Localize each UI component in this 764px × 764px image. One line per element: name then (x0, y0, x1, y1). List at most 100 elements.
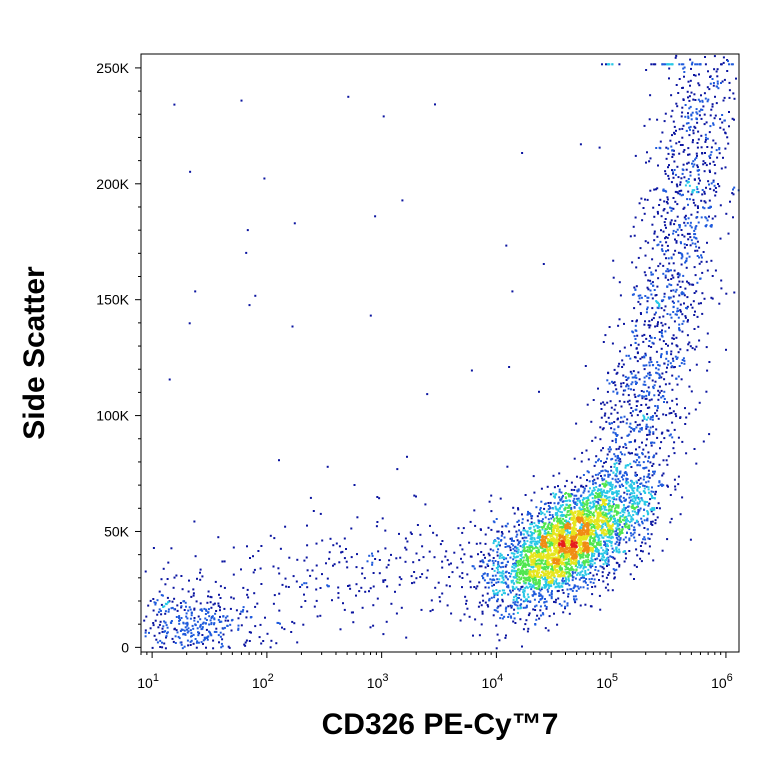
event-dot (617, 365, 620, 368)
event-dot (648, 491, 650, 494)
event-dot (519, 618, 522, 621)
event-dot (164, 583, 167, 586)
event-dot (506, 578, 509, 581)
event-dot (611, 493, 614, 496)
event-dot (650, 63, 653, 66)
event-dot (581, 564, 584, 567)
event-dot (592, 480, 595, 483)
event-dot (530, 542, 533, 545)
event-dot (648, 545, 651, 548)
event-dot (644, 354, 647, 357)
event-dot (400, 578, 403, 581)
event-dot (703, 92, 706, 95)
event-dot (668, 297, 671, 300)
event-dot (705, 217, 708, 220)
event-dot (581, 576, 584, 579)
event-dot (155, 638, 158, 641)
event-dot (700, 260, 703, 263)
event-dot (249, 557, 251, 559)
event-dot (657, 364, 660, 366)
event-dot (580, 537, 583, 540)
event-dot (493, 569, 496, 572)
event-dot (306, 569, 309, 572)
event-dot (510, 539, 513, 542)
event-dot (588, 480, 591, 483)
event-dot (581, 546, 584, 549)
event-dot (606, 481, 609, 484)
event-dot (559, 526, 561, 529)
event-dot (709, 153, 712, 156)
event-dot (615, 495, 618, 497)
event-dot (629, 422, 632, 425)
event-dot (527, 596, 530, 599)
event-dot (661, 549, 664, 552)
event-dot (670, 350, 673, 353)
event-dot (655, 428, 658, 431)
event-dot (676, 310, 679, 313)
event-dot (679, 416, 682, 419)
event-dot (347, 585, 349, 587)
event-dot (635, 426, 638, 429)
event-dot (509, 615, 512, 618)
event-dot (609, 529, 612, 532)
event-dot (584, 554, 587, 557)
event-dot (595, 507, 598, 509)
event-dot (681, 440, 684, 443)
event-dot (555, 564, 558, 567)
event-dot (579, 604, 582, 607)
event-dot (217, 604, 220, 607)
event-dot (546, 510, 548, 513)
event-dot (682, 193, 684, 196)
event-dot (588, 505, 591, 508)
event-dot (643, 355, 646, 358)
event-dot (667, 63, 670, 66)
event-dot (513, 525, 516, 528)
event-dot (645, 444, 648, 447)
event-dot (180, 628, 183, 631)
event-dot (288, 556, 291, 559)
event-dot (660, 229, 662, 232)
event-dot (693, 292, 696, 294)
event-dot (384, 547, 387, 550)
event-dot (575, 422, 578, 425)
event-dot (622, 508, 625, 511)
event-dot (541, 612, 544, 615)
event-dot (598, 504, 601, 507)
event-dot (162, 605, 165, 608)
event-dot (177, 635, 180, 638)
event-dot (694, 126, 697, 129)
event-dot (381, 517, 384, 520)
event-dot (604, 482, 607, 485)
event-dot (203, 607, 206, 610)
event-dot (677, 276, 680, 279)
event-dot (513, 564, 516, 567)
event-dot (266, 632, 269, 635)
event-dot (586, 584, 589, 586)
event-dot (652, 455, 655, 458)
event-dot (599, 608, 602, 611)
event-dot (709, 205, 712, 208)
event-dot (606, 401, 609, 404)
event-dot (506, 545, 509, 548)
event-dot (634, 154, 637, 157)
event-dot (532, 540, 534, 543)
event-dot (499, 555, 502, 558)
event-dot (223, 560, 226, 563)
event-dot (627, 519, 630, 522)
event-dot (519, 604, 522, 607)
event-dot (589, 571, 592, 574)
event-dot (622, 420, 625, 423)
event-dot (574, 595, 577, 598)
event-dot (532, 608, 535, 611)
event-dot (635, 381, 638, 384)
event-dot (647, 488, 650, 491)
event-dot (528, 546, 531, 549)
event-dot (228, 646, 231, 649)
event-dot (563, 520, 566, 522)
event-dot (666, 196, 669, 199)
event-dot (518, 571, 521, 574)
event-dot (705, 186, 707, 189)
event-dot (660, 347, 663, 350)
event-dot (358, 590, 361, 593)
event-dot (564, 514, 567, 517)
